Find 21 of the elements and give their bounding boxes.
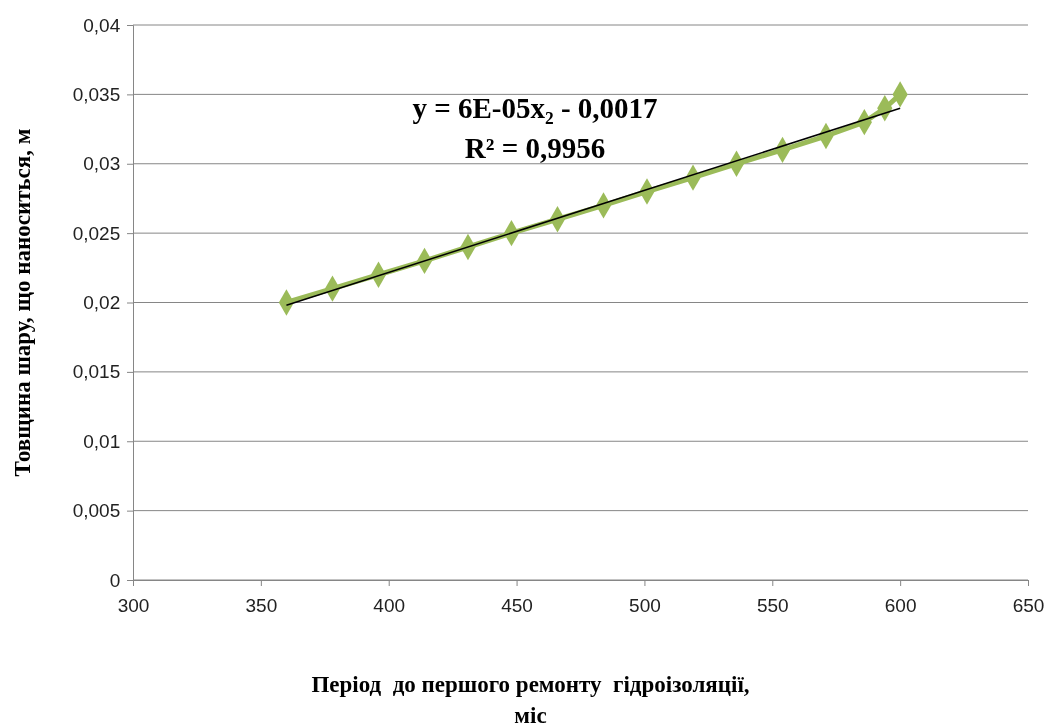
y-tick-label: 0,01 [83, 430, 121, 452]
y-tick-label: 0,02 [83, 292, 121, 314]
annotation: R² = 0,9956 [464, 132, 606, 164]
x-tick-label: 450 [501, 594, 533, 616]
y-tick-label: 0,03 [83, 153, 121, 175]
y-tick-label: 0,005 [72, 500, 121, 522]
annotation: y = 6E-05x₂ - 0,0017 [412, 92, 658, 124]
y-tick-label: 0,04 [83, 14, 121, 36]
y-tick-label: 0,035 [72, 83, 121, 105]
x-tick-label: 350 [245, 594, 278, 616]
y-tick-label: 0,015 [72, 361, 121, 383]
x-tick-label: 300 [117, 594, 150, 616]
x-tick-label: 400 [373, 594, 406, 616]
y-axis-title: Товщина шару, що наноситься, м [10, 128, 35, 477]
y-tick-label: 0 [109, 569, 121, 591]
x-axis-title: Період до першого ремонту гідроізоляції, міс [311, 672, 750, 725]
x-tick-label: 650 [1012, 594, 1045, 616]
x-tick-label: 600 [884, 594, 917, 616]
x-tick-label: 550 [756, 594, 789, 616]
x-tick-label: 500 [629, 594, 661, 616]
y-tick-label: 0,025 [72, 222, 121, 244]
